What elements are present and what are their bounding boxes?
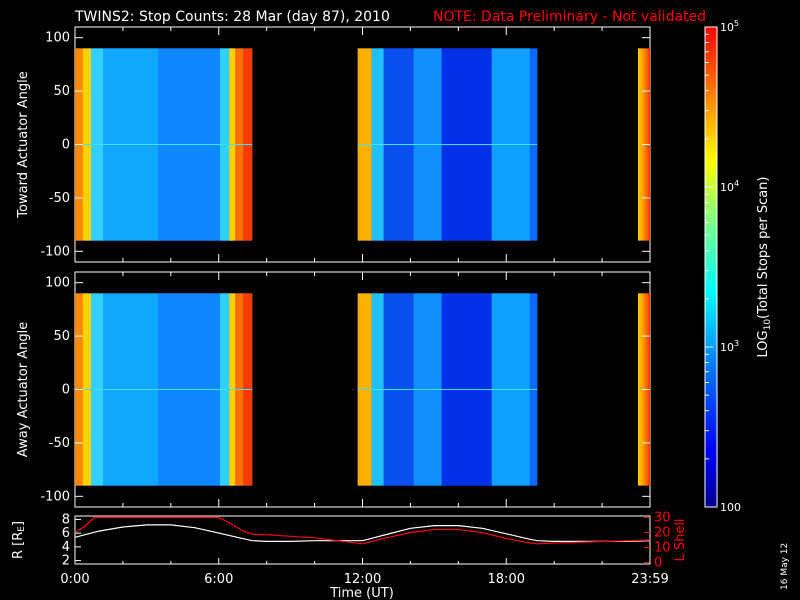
away-y-tick-label: -100 (40, 489, 70, 504)
r-y-tick-label: 8 (62, 512, 70, 527)
colorbar-gradient (704, 26, 718, 508)
l-shell-line (74, 516, 651, 545)
r-distance-line (74, 524, 651, 543)
toward-heatmap-data (75, 48, 650, 241)
away-heatmap-data (75, 293, 650, 486)
r-axis-label: R [RE] (11, 521, 27, 559)
colorbar-tick-label: 105 (720, 19, 739, 34)
chart-title: TWINS2: Stop Counts: 28 Mar (day 87), 20… (74, 9, 390, 25)
date-stamp: 16 May 12 (780, 543, 790, 590)
r-y-tick-label: 4 (62, 540, 70, 555)
colorbar: 105 104 103 100 LOG10(Total Stops per Scan) (704, 19, 773, 514)
colorbar-label: LOG10(Total Stops per Scan) (756, 177, 773, 358)
l-shell-y-tick-label: 30 (654, 511, 671, 526)
colorbar-tick-label: 100 (720, 501, 741, 514)
toward-y-tick-label: 50 (53, 84, 70, 99)
toward-y-tick-label: 100 (45, 31, 70, 46)
orbit-lines (74, 516, 651, 545)
time-tick-label: 12:00 (344, 572, 381, 587)
toward-y-axis: -100 -50 0 50 100 (40, 31, 650, 259)
colorbar-tick-label: 103 (720, 339, 739, 354)
preliminary-note: NOTE: Data Preliminary - Not validated (433, 9, 706, 25)
l-shell-y-tick-label: 20 (654, 526, 671, 541)
l-shell-y-tick-label: 0 (654, 556, 662, 571)
l-shell-y-tick-label: 10 (654, 541, 671, 556)
toward-y-tick-label: -100 (40, 244, 70, 259)
time-tick-label: 18:00 (488, 572, 525, 587)
away-y-axis: -100 -50 0 50 100 (40, 276, 650, 504)
away-y-tick-label: -50 (49, 436, 70, 451)
away-y-tick-label: 0 (62, 383, 70, 398)
time-axis-title: Time (UT) (329, 586, 394, 600)
away-x-ticks (74, 272, 651, 507)
time-x-ticks (74, 558, 651, 564)
r-y-tick-label: 6 (62, 526, 70, 541)
l-shell-axis-label: L Shell (673, 518, 688, 561)
time-tick-label: 6:00 (204, 572, 233, 587)
time-axis-labels: 0:00 6:00 12:00 18:00 23:59 (60, 572, 668, 587)
orbit-plot-frame (74, 515, 651, 565)
away-y-tick-label: 50 (53, 329, 70, 344)
toward-y-tick-label: 0 (62, 138, 70, 153)
toward-heatmap-panel: -100 -50 0 50 100 Toward Actuator Angle (16, 26, 651, 263)
toward-y-axis-label: Toward Actuator Angle (16, 71, 31, 218)
toward-x-ticks (74, 27, 651, 262)
time-tick-label: 0:00 (60, 572, 89, 587)
away-heatmap-panel: -100 -50 0 50 100 Away Actuator Angle (16, 271, 651, 508)
toward-y-tick-label: -50 (49, 191, 70, 206)
away-y-axis-label: Away Actuator Angle (16, 322, 31, 457)
away-y-tick-label: 100 (45, 276, 70, 291)
time-tick-label: 23:59 (631, 572, 668, 587)
r-y-tick-label: 2 (62, 554, 70, 569)
colorbar-tick-label: 104 (720, 179, 739, 194)
